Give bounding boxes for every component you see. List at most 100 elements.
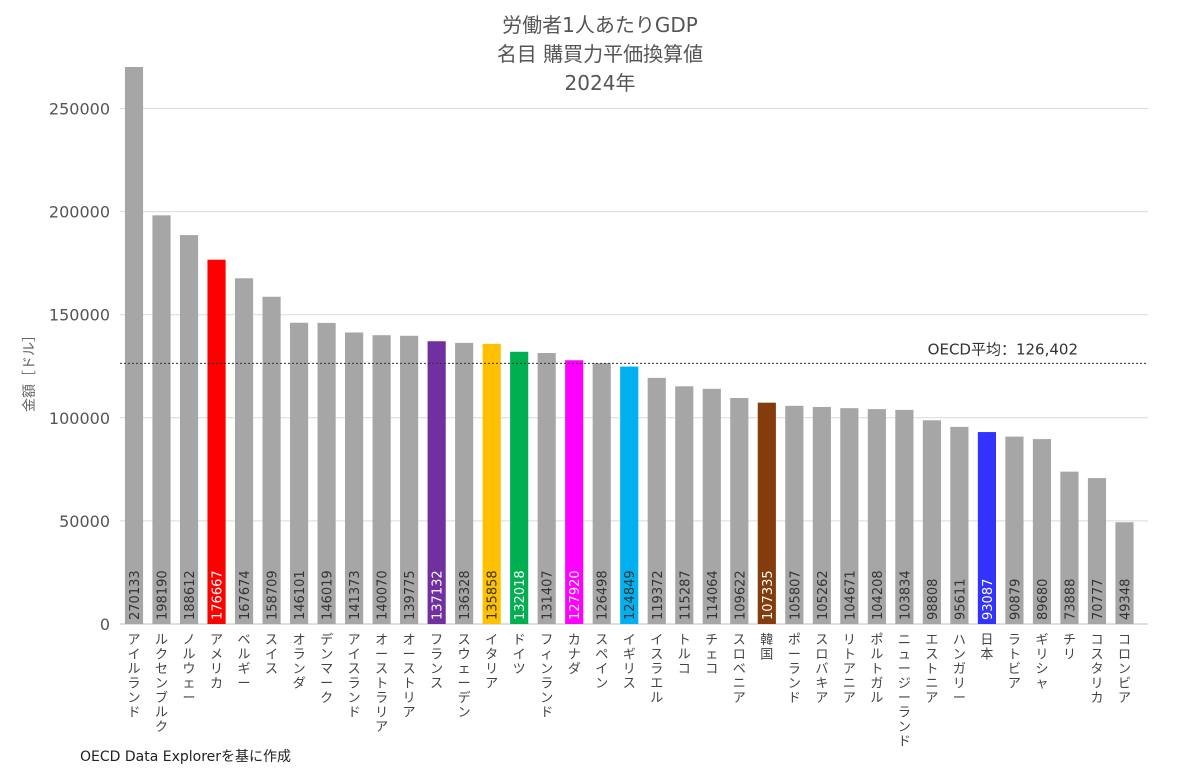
category-label: チェコ [705,633,718,677]
value-label: 140070 [376,570,391,620]
value-label: 176667 [211,570,226,620]
value-label: 146019 [321,570,336,620]
value-label: 105807 [788,570,803,620]
bar [290,322,309,624]
category-label: エストニア [925,633,938,706]
value-label: 104671 [843,570,858,620]
category-label: チリ [1063,633,1076,663]
category-label: トルコ [678,633,691,677]
value-label: 89680 [1036,579,1051,620]
value-label: 188612 [183,570,198,620]
value-label: 95611 [953,579,968,620]
bar [785,405,804,624]
value-label: 127920 [568,570,583,620]
bar [757,402,776,624]
bar [565,360,584,624]
bar [647,377,666,624]
value-label: 104208 [871,570,886,620]
value-label: 270133 [128,570,143,620]
value-label: 49348 [1118,579,1133,620]
category-label: フランス [430,633,443,692]
category-label: デンマーク [320,632,333,706]
category-label: アメリカ [210,633,223,692]
value-label: 135858 [486,570,501,620]
value-label: 73888 [1063,579,1078,620]
category-label: ギリシャ [1035,633,1048,692]
bar [895,409,914,624]
y-tick-label: 150000 [49,306,110,325]
value-label: 119372 [651,570,666,620]
bar [537,353,556,624]
bar [620,366,639,624]
value-label: 109622 [733,570,748,620]
category-label: イスラエル [650,633,663,706]
bar [510,351,529,624]
value-label: 70777 [1091,579,1106,620]
value-label: 146101 [293,570,308,620]
category-label: ラトビア [1008,633,1021,692]
bar [455,342,474,624]
bar [1087,478,1107,624]
bar [675,386,694,624]
value-label: 98808 [926,579,941,620]
value-label: 137132 [431,570,446,620]
bar [730,397,749,624]
bar [482,343,501,624]
bar [345,332,364,624]
category-label: ドイツ [513,633,526,677]
category-label: リトアニア [843,633,856,706]
bar [207,259,226,624]
value-labels: 270133 198190 188612 176667 167674 158709 1461… [128,570,1133,620]
bar [950,426,969,624]
bar [977,432,996,624]
bar [812,406,831,624]
bar [179,235,199,625]
category-label: イタリア [485,633,498,692]
category-label: オランダ [293,633,306,692]
category-label: スウェーデン [458,633,471,721]
value-label: 114064 [706,570,721,620]
category-label: 日本 [980,633,993,663]
category-label: ポーランド [788,633,801,706]
category-label: スロベニア [733,633,746,706]
bar [317,322,336,624]
oecd-average-label: OECD平均：126,402 [928,340,1078,358]
bar [840,408,859,624]
value-label: 131407 [541,570,556,620]
bar [234,278,254,624]
source-note: OECD Data Explorerを基に作成 [80,749,292,765]
category-label: ニュージーランド [898,633,911,750]
y-tick-label: 100000 [49,409,110,428]
category-label: ポルトガル [870,633,883,706]
value-label: 115287 [678,570,693,620]
value-label: 90879 [1008,579,1023,620]
bar [372,335,391,624]
bar [922,420,941,624]
category-label: スロバキア [815,633,828,706]
category-label: アイルランド [127,633,140,721]
category-label: スペイン [595,633,608,692]
value-label: 139775 [403,570,418,620]
category-labels: アイルランド ルクセンブルク ノルウェー アメリカ ベルギー スイス オランダ デンマーク アイ… [127,632,1131,750]
bar [1032,439,1052,624]
bar [1115,522,1134,624]
value-label: 158709 [266,570,281,620]
bar [400,335,419,624]
value-label: 126498 [596,570,611,620]
value-label: 103834 [898,570,913,620]
y-tick-label: 0 [100,615,110,634]
value-label: 124849 [623,570,638,620]
value-label: 105262 [816,570,831,620]
bar [867,409,886,624]
category-label: コスタリカ [1090,633,1103,706]
category-label: スイス [265,633,278,677]
category-label: イギリス [623,633,636,692]
bar [1060,471,1079,624]
bar [262,296,281,624]
bar [152,215,171,625]
category-label: コロンビア [1118,633,1131,706]
category-label: ハンガリー [953,633,966,706]
value-label: 167674 [238,570,253,620]
bar [427,341,446,624]
category-label: ノルウェー [183,633,196,706]
